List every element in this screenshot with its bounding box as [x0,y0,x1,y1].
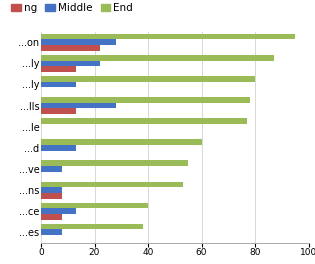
Bar [41,161,188,166]
Bar [41,208,76,214]
Bar [41,66,76,72]
Bar [41,203,148,208]
Bar [41,45,100,51]
Bar [41,39,116,45]
Bar [41,193,62,199]
Bar [41,187,62,193]
Bar [41,60,100,66]
Bar [41,139,202,145]
Bar [41,214,62,220]
Bar [41,34,295,39]
Bar [41,118,247,124]
Bar [41,229,62,235]
Bar [41,103,116,109]
Bar [41,145,76,151]
Bar [41,166,62,172]
Bar [41,109,76,114]
Bar [41,76,255,82]
Legend: ng, Middle, End: ng, Middle, End [11,3,133,13]
Bar [41,182,183,187]
Bar [41,97,250,103]
Bar [41,82,76,87]
Bar [41,55,274,60]
Bar [41,224,143,229]
